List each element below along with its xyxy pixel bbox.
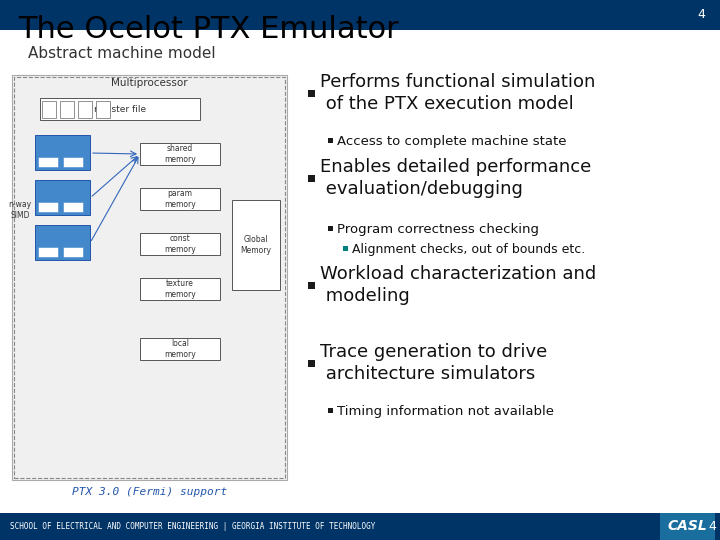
Bar (328, 408, 333, 413)
Bar (140, 188, 220, 210)
Bar (660, 513, 715, 540)
Bar (63, 157, 83, 167)
Text: 4: 4 (697, 9, 705, 22)
Bar (328, 138, 333, 143)
Bar (232, 200, 280, 290)
Bar (42, 101, 56, 118)
Bar (0, 0, 720, 30)
Bar (328, 226, 333, 231)
Bar (308, 90, 315, 97)
Text: Multiprocessor: Multiprocessor (111, 78, 188, 88)
Text: PTX 3.0 (Fermi) support: PTX 3.0 (Fermi) support (72, 487, 227, 497)
Text: Enables detailed performance
 evaluation/debugging: Enables detailed performance evaluation/… (320, 158, 591, 198)
Bar (63, 247, 83, 257)
Text: Access to complete machine state: Access to complete machine state (337, 134, 567, 147)
Bar (140, 338, 220, 360)
Bar (12, 75, 287, 480)
Bar (343, 246, 348, 251)
Bar (40, 98, 200, 120)
Bar (308, 360, 315, 367)
Text: Trace generation to drive
 architecture simulators: Trace generation to drive architecture s… (320, 343, 547, 383)
Text: CASL: CASL (667, 519, 707, 534)
Bar (78, 101, 92, 118)
Text: register file: register file (94, 105, 146, 113)
Text: The Ocelot PTX Emulator: The Ocelot PTX Emulator (18, 16, 399, 44)
Bar (38, 202, 58, 212)
Bar (38, 157, 58, 167)
Text: const
memory: const memory (164, 234, 196, 254)
Bar (35, 225, 90, 260)
Bar (96, 101, 110, 118)
Bar (140, 278, 220, 300)
Text: Abstract machine model: Abstract machine model (28, 46, 215, 62)
Bar (60, 101, 74, 118)
Text: shared
memory: shared memory (164, 144, 196, 164)
Text: local
memory: local memory (164, 339, 196, 359)
Text: Workload characterization and
 modeling: Workload characterization and modeling (320, 265, 596, 305)
Text: Alignment checks, out of bounds etc.: Alignment checks, out of bounds etc. (352, 242, 585, 255)
Text: SCHOOL OF ELECTRICAL AND COMPUTER ENGINEERING | GEORGIA INSTITUTE OF TECHNOLOGY: SCHOOL OF ELECTRICAL AND COMPUTER ENGINE… (10, 522, 375, 531)
Bar (308, 282, 315, 289)
Bar (140, 143, 220, 165)
Bar (35, 135, 90, 170)
Text: param
memory: param memory (164, 190, 196, 208)
Bar (308, 175, 315, 182)
Bar (0, 513, 720, 540)
Bar (14, 77, 285, 478)
Text: 4: 4 (708, 520, 716, 533)
Bar (140, 233, 220, 255)
Text: n-way
SIMD: n-way SIMD (9, 200, 32, 220)
Bar (35, 180, 90, 215)
Bar (63, 202, 83, 212)
Text: texture
memory: texture memory (164, 279, 196, 299)
Text: Program correctness checking: Program correctness checking (337, 222, 539, 235)
Bar (38, 247, 58, 257)
Text: Global
Memory: Global Memory (240, 235, 271, 255)
Text: Performs functional simulation
 of the PTX execution model: Performs functional simulation of the PT… (320, 73, 595, 113)
Text: Timing information not available: Timing information not available (337, 404, 554, 417)
